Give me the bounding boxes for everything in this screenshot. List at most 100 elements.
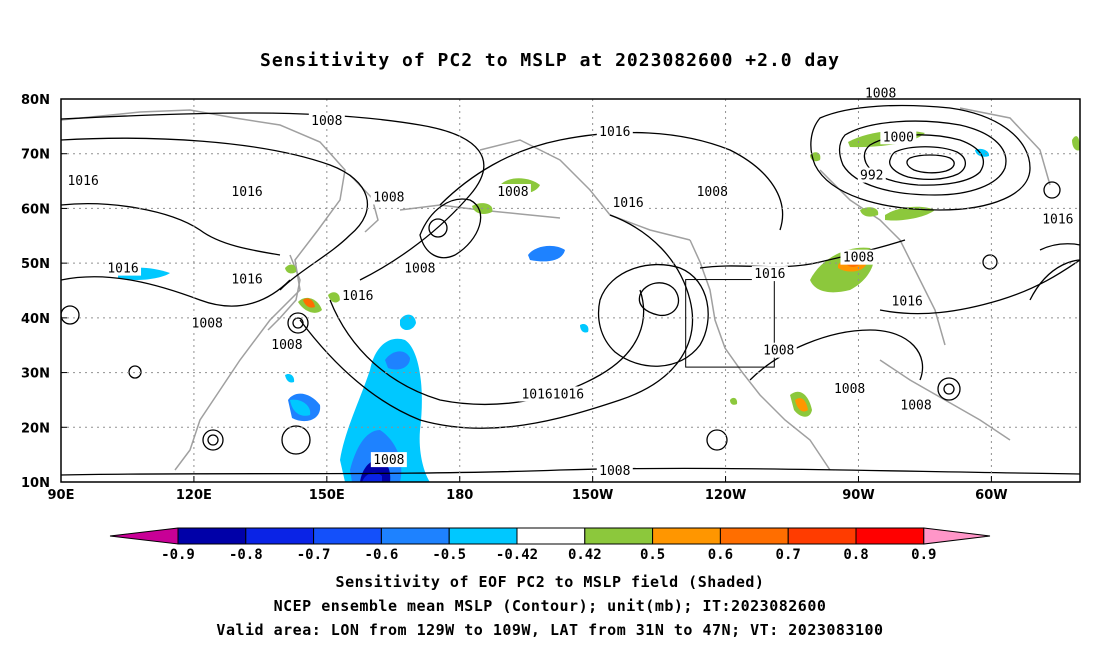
footer-line-2: NCEP ensemble mean MSLP (Contour); unit(… <box>273 597 827 615</box>
contour-label-bg <box>268 337 305 353</box>
mslp-contour <box>838 120 1007 196</box>
sensitivity-patch <box>303 298 315 308</box>
mslp-contour <box>810 104 1031 211</box>
mslp-contour <box>706 429 728 451</box>
mslp-contour <box>906 154 955 174</box>
contour-label: 10161016 <box>521 387 584 402</box>
sensitivity-patch <box>1072 136 1080 151</box>
contour-label-bg <box>65 173 102 189</box>
map-title: Sensitivity of PC2 to MSLP at 2023082600… <box>259 50 840 71</box>
contour-label: 1016 <box>892 294 923 309</box>
contour-label: 1008 <box>311 114 342 129</box>
contour-label: 1016 <box>1042 212 1073 227</box>
contour-label: 1016 <box>754 267 785 282</box>
contour-label-bg <box>751 266 788 282</box>
contour-label: 1008 <box>834 382 865 397</box>
colorbar-tick-label: -0.6 <box>365 547 399 563</box>
contour-label: 1016 <box>342 289 373 304</box>
contour-label: 1000 <box>883 130 914 145</box>
contour-label: 1008 <box>900 398 931 413</box>
mslp-contour <box>638 282 680 317</box>
north-america-coastline <box>689 239 831 471</box>
contour-label: 1008 <box>404 262 435 277</box>
sensitivity-patch <box>400 314 416 331</box>
contour-label: 1008 <box>192 316 223 331</box>
colorbar-low-extension <box>109 527 179 545</box>
valid-area-box <box>685 279 775 368</box>
colorbar-tick-label: -0.42 <box>496 547 538 563</box>
colorbar-tick-label: 0.6 <box>708 547 733 563</box>
contour-label-bg <box>1039 211 1076 227</box>
colorbar-tick-label: 0.9 <box>911 547 936 563</box>
sensitivity-patch <box>285 264 297 274</box>
lon-tick-label: 90E <box>48 488 75 503</box>
footer-line-1: Sensitivity of EOF PC2 to MSLP field (Sh… <box>335 573 765 591</box>
contour-label: 1008 <box>697 185 728 200</box>
mslp-contour <box>61 305 80 325</box>
colorbar-swatch <box>516 527 586 545</box>
contour-label-bg <box>880 129 917 145</box>
mslp-contour <box>428 218 448 238</box>
contour-label-bg <box>308 112 345 128</box>
colorbar-tick-label: 0.42 <box>568 547 602 563</box>
mslp-contour <box>889 146 967 181</box>
contour-label: 1008 <box>763 344 794 359</box>
contour-label-bg <box>105 260 142 276</box>
asia-coastline <box>61 109 346 471</box>
mslp-contour <box>982 254 998 270</box>
colorbar-tick-label: -0.5 <box>432 547 466 563</box>
lat-tick-label: 30N <box>21 367 50 382</box>
contour-label: 1016 <box>612 196 643 211</box>
mslp-contour <box>61 467 1080 476</box>
contour-label-bg <box>596 123 633 139</box>
colorbar-swatch <box>787 527 857 545</box>
lat-tick-label: 40N <box>21 312 50 327</box>
mslp-contour <box>1029 259 1080 301</box>
contour-label: 1008 <box>373 453 404 468</box>
mslp-contour <box>329 289 645 406</box>
mslp-contour <box>943 383 955 395</box>
mslp-contour <box>419 198 482 259</box>
colorbar-tick-label: -0.8 <box>229 547 263 563</box>
colorbar-swatch <box>380 527 450 545</box>
contour-label-bg <box>339 287 376 303</box>
sensitivity-patch <box>580 323 589 333</box>
colorbar-swatch <box>177 527 247 545</box>
mslp-contour <box>597 263 709 367</box>
mslp-contour <box>281 425 311 455</box>
mslp-contour <box>128 365 142 379</box>
contour-label: 1016 <box>67 174 98 189</box>
contour-label-bg <box>518 386 587 402</box>
lat-tick-label: 60N <box>21 202 50 217</box>
sensitivity-patch <box>860 207 879 217</box>
hudson-coastline <box>819 169 946 346</box>
contour-label-bg <box>189 315 226 331</box>
mslp-contour <box>61 203 281 256</box>
lon-tick-label: 60W <box>975 488 1007 503</box>
colorbar-swatch <box>313 527 382 545</box>
mslp-contour <box>299 214 694 429</box>
lat-tick-label: 20N <box>21 421 50 436</box>
coastline-layer <box>61 107 1051 471</box>
contour-label-bg <box>370 452 407 468</box>
contour-label-bg <box>898 397 935 413</box>
colorbar: -0.9 -0.8 -0.7 -0.6 -0.5 -0.42 0.42 0.5 0.6 0.7 0.… <box>109 527 991 563</box>
sensitivity-patch <box>328 292 340 303</box>
mslp-contour <box>287 312 309 334</box>
mslp-contour <box>61 137 368 291</box>
contour-label-bg <box>596 463 633 479</box>
mslp-contour <box>1039 243 1080 251</box>
lon-tick-label: 150W <box>572 488 613 503</box>
lat-tick-label: 10N <box>21 476 50 491</box>
colorbar-swatch <box>584 527 654 545</box>
contour-label: 1016 <box>107 262 138 277</box>
colorbar-swatch <box>719 527 789 545</box>
graticule-layer <box>61 99 1080 482</box>
lat-tick-label: 70N <box>21 148 50 163</box>
contour-label: 1016 <box>599 125 630 140</box>
mslp-contour <box>699 239 906 269</box>
mslp-contour-layer <box>61 104 1080 476</box>
